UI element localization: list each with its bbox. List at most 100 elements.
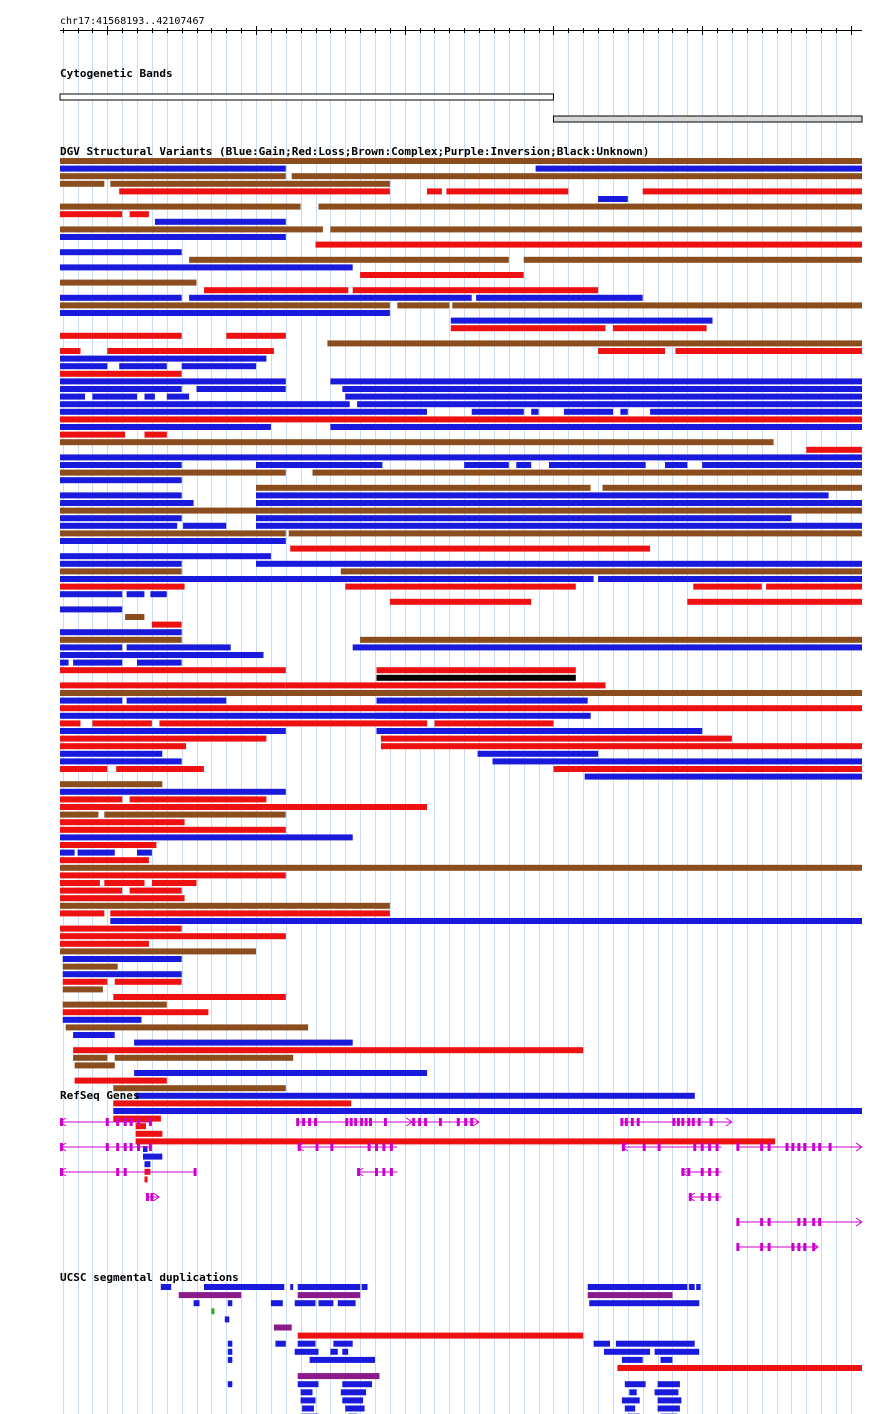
gene-model[interactable] — [621, 1142, 722, 1152]
dgv-feature[interactable] — [135, 1123, 146, 1130]
dgv-feature[interactable] — [60, 819, 185, 826]
dgv-feature[interactable] — [60, 173, 862, 180]
segdup-feature[interactable] — [300, 1389, 679, 1396]
segdup-feature[interactable] — [160, 1284, 701, 1290]
dgv-feature[interactable] — [389, 598, 862, 605]
dgv-feature[interactable] — [60, 902, 390, 909]
dgv-feature[interactable] — [74, 1062, 115, 1069]
dgv-feature[interactable] — [60, 796, 267, 803]
dgv-feature[interactable] — [60, 454, 862, 461]
dgv-feature[interactable] — [60, 591, 167, 598]
gene-model[interactable] — [296, 1117, 413, 1127]
dgv-feature[interactable] — [62, 1001, 167, 1008]
dgv-feature[interactable] — [60, 864, 862, 871]
dgv-feature[interactable] — [60, 439, 774, 446]
gene-model[interactable] — [736, 1242, 819, 1252]
dgv-feature[interactable] — [60, 279, 197, 286]
segdup-track[interactable] — [160, 1284, 862, 1414]
dgv-feature[interactable] — [60, 636, 862, 643]
dgv-feature[interactable] — [60, 462, 862, 468]
gene-model[interactable] — [356, 1167, 398, 1177]
dgv-feature[interactable] — [204, 287, 599, 294]
dgv-feature[interactable] — [113, 994, 286, 1000]
dgv-feature[interactable] — [62, 963, 118, 970]
segdup-feature[interactable] — [193, 1300, 700, 1307]
dgv-feature[interactable] — [60, 416, 862, 423]
dgv-feature[interactable] — [60, 940, 149, 947]
gene-model[interactable] — [297, 1142, 398, 1152]
dgv-feature[interactable] — [60, 401, 862, 408]
dgv-feature[interactable] — [256, 484, 862, 491]
dgv-feature[interactable] — [60, 842, 157, 848]
dgv-feature[interactable] — [60, 766, 862, 772]
dgv-feature[interactable] — [73, 1032, 115, 1038]
segdup-feature[interactable] — [617, 1365, 862, 1371]
dgv-feature[interactable] — [62, 978, 182, 985]
dgv-feature[interactable] — [60, 933, 286, 940]
segdup-feature[interactable] — [211, 1308, 215, 1315]
dgv-feature[interactable] — [73, 1047, 584, 1054]
dgv-feature[interactable] — [60, 477, 182, 484]
dgv-feature[interactable] — [134, 1070, 428, 1076]
dgv-track[interactable] — [60, 158, 863, 1183]
dgv-feature[interactable] — [450, 325, 707, 332]
segdup-feature[interactable] — [224, 1316, 230, 1323]
dgv-feature[interactable] — [113, 1085, 286, 1092]
gene-model[interactable] — [688, 1192, 722, 1202]
dgv-feature[interactable] — [60, 576, 862, 582]
gene-model[interactable] — [736, 1217, 863, 1227]
dgv-feature[interactable] — [60, 560, 862, 567]
dgv-feature[interactable] — [60, 758, 862, 765]
dgv-feature[interactable] — [60, 211, 149, 218]
dgv-feature[interactable] — [60, 431, 167, 438]
dgv-feature[interactable] — [143, 1146, 148, 1152]
dgv-feature[interactable] — [65, 1024, 309, 1031]
dgv-feature[interactable] — [60, 804, 427, 810]
dgv-feature[interactable] — [60, 583, 862, 590]
dgv-feature[interactable] — [60, 720, 554, 727]
dgv-feature[interactable] — [62, 1009, 209, 1016]
dgv-feature[interactable] — [60, 697, 588, 704]
gene-model[interactable] — [736, 1142, 863, 1152]
gene-model[interactable] — [412, 1117, 480, 1127]
dgv-feature[interactable] — [60, 302, 862, 309]
dgv-feature[interactable] — [60, 750, 599, 757]
dgv-feature[interactable] — [60, 553, 271, 560]
dgv-feature[interactable] — [60, 515, 792, 522]
dgv-feature[interactable] — [60, 310, 390, 316]
dgv-feature[interactable] — [135, 1138, 776, 1145]
refseq-track[interactable] — [59, 1117, 863, 1252]
dgv-feature[interactable] — [60, 948, 256, 955]
segdup-feature[interactable] — [273, 1324, 292, 1331]
dgv-feature[interactable] — [135, 1130, 163, 1137]
dgv-feature[interactable] — [113, 1108, 863, 1114]
dgv-feature[interactable] — [315, 241, 863, 248]
dgv-feature[interactable] — [598, 196, 628, 202]
dgv-feature[interactable] — [135, 1092, 695, 1099]
dgv-feature[interactable] — [60, 781, 163, 788]
segdup-feature[interactable] — [227, 1381, 680, 1388]
dgv-feature[interactable] — [62, 971, 182, 978]
segdup-feature[interactable] — [302, 1405, 680, 1412]
dgv-feature[interactable] — [60, 249, 182, 256]
dgv-feature[interactable] — [60, 826, 286, 833]
dgv-feature[interactable] — [60, 538, 286, 544]
dgv-feature[interactable] — [376, 674, 576, 681]
cytoband-track[interactable] — [59, 93, 863, 123]
dgv-feature[interactable] — [60, 811, 286, 818]
dgv-feature[interactable] — [60, 492, 829, 499]
dgv-feature[interactable] — [60, 500, 862, 506]
dgv-feature[interactable] — [60, 849, 152, 856]
dgv-feature[interactable] — [119, 188, 862, 195]
dgv-feature[interactable] — [60, 788, 286, 795]
dgv-feature[interactable] — [144, 1176, 148, 1183]
dgv-feature[interactable] — [60, 408, 862, 415]
dgv-feature[interactable] — [60, 158, 862, 164]
dgv-feature[interactable] — [60, 629, 182, 636]
dgv-feature[interactable] — [327, 340, 862, 347]
dgv-feature[interactable] — [60, 332, 286, 339]
dgv-feature[interactable] — [290, 545, 651, 552]
dgv-feature[interactable] — [60, 386, 862, 392]
dgv-feature[interactable] — [60, 659, 182, 666]
